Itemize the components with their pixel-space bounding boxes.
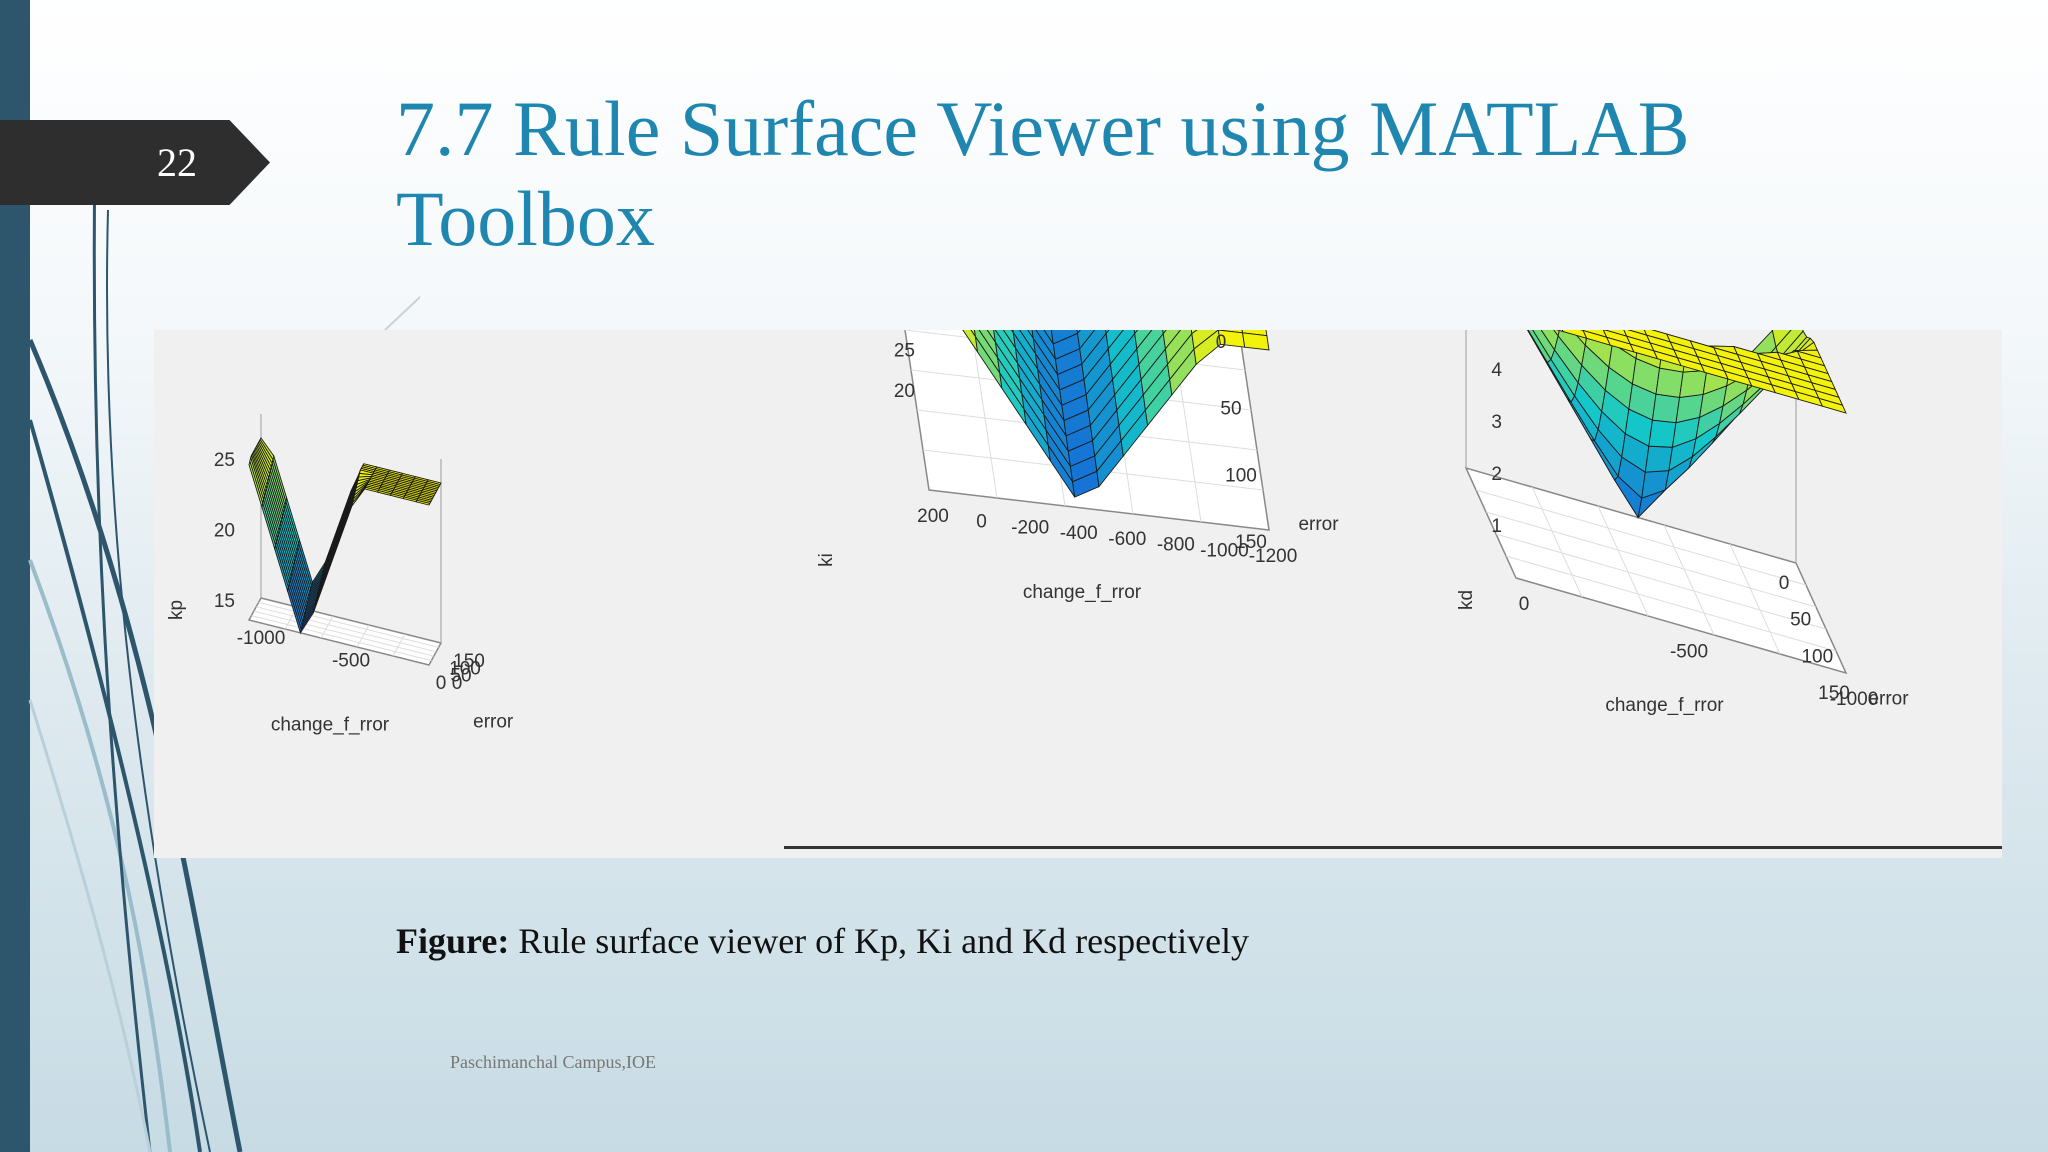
ki-b-tick-label: 150 xyxy=(1235,532,1267,553)
ki-a-tick-label: -600 xyxy=(1108,529,1146,550)
kd-b-tick-label: 100 xyxy=(1801,646,1833,667)
kd-surface-cell xyxy=(1644,445,1673,473)
ki-a-tick-label: -200 xyxy=(1011,517,1049,538)
kd-xlabel: change_f_rror xyxy=(1605,695,1724,716)
kd-surface-mesh xyxy=(1527,330,1847,519)
kd-surface-cell xyxy=(1679,370,1708,399)
kp-ylabel: error xyxy=(473,711,514,732)
ki-b-tick-label: 0 xyxy=(1216,332,1227,353)
kd-z-tick-label: 2 xyxy=(1491,464,1502,485)
ki-surface-cell xyxy=(1193,330,1221,366)
ki-a-tick-label: -1200 xyxy=(1249,546,1298,567)
ki-a-tick-label: -400 xyxy=(1060,523,1098,544)
kd-z-tick-label: 1 xyxy=(1491,516,1502,537)
decorative-curves xyxy=(27,149,420,1152)
kd-surface-plot: 543210-500-1000150100500change_f_rrorerr… xyxy=(1434,330,2002,858)
kd-surface-cell xyxy=(1648,419,1677,448)
kp-surface-mesh xyxy=(248,437,442,635)
kd-surface-cell xyxy=(1556,330,1564,333)
kp-xlabel: change_f_rror xyxy=(271,714,390,735)
caption-label: Figure: xyxy=(396,921,510,961)
ki-ylabel: error xyxy=(1298,514,1339,535)
ki-b-tick-label: 50 xyxy=(1220,399,1241,420)
kp-b-tick-label: 0 xyxy=(452,673,463,694)
kp-b-tick-label: 150 xyxy=(453,651,485,672)
ki-xlabel: change_f_rror xyxy=(1023,582,1142,603)
kp-surface-cell xyxy=(415,499,431,506)
ki-surface-cell xyxy=(1242,332,1270,351)
ki-b-tick-label: 100 xyxy=(1225,465,1257,486)
kd-surface-cell xyxy=(1818,397,1847,414)
ki-chart-svg: 3025202000-200-400-600-800-1000-12001501… xyxy=(816,330,1339,603)
ki-z-tick-label: 25 xyxy=(894,341,915,362)
kd-b-tick-label: 50 xyxy=(1790,610,1811,631)
figure-underline xyxy=(784,846,2002,849)
ki-a-tick-label: -1000 xyxy=(1200,540,1249,561)
figure-caption: Figure: Rule surface viewer of Kp, Ki an… xyxy=(396,920,1249,962)
kp-a-tick-label: 0 xyxy=(436,673,447,694)
kd-axes-box xyxy=(1464,330,1848,675)
kd-chart-svg: 543210-500-1000150100500change_f_rrorerr… xyxy=(1456,330,1909,716)
kp-z-tick-label: 15 xyxy=(214,591,235,612)
kd-z-tick-label: 4 xyxy=(1491,360,1502,381)
slide-number-tab: 22 xyxy=(0,120,270,205)
kp-b-tick-label: 50 xyxy=(450,666,471,687)
ki-z-tick-label: 20 xyxy=(894,381,915,402)
slide-number: 22 xyxy=(157,140,197,185)
kp-b-tick-label: 100 xyxy=(449,658,481,679)
ki-zlabel: ki xyxy=(816,553,837,567)
ki-a-tick-label: 200 xyxy=(917,506,949,527)
kd-a-tick-label: -500 xyxy=(1670,642,1708,663)
kp-a-tick-label: -1000 xyxy=(237,628,286,649)
kd-z-tick-label: 3 xyxy=(1491,412,1502,433)
kd-zlabel: kd xyxy=(1456,590,1477,610)
kd-ylabel: error xyxy=(1868,689,1909,710)
caption-text: Rule surface viewer of Kp, Ki and Kd res… xyxy=(509,921,1250,961)
ki-a-tick-label: 0 xyxy=(976,512,987,533)
kp-z-tick-label: 20 xyxy=(214,520,235,541)
ki-surface-plot: 3025202000-200-400-600-800-1000-12001501… xyxy=(784,330,1432,858)
kp-a-tick-label: -500 xyxy=(332,651,370,672)
kd-b-tick-label: 150 xyxy=(1818,683,1850,704)
kp-zlabel: kp xyxy=(166,600,187,620)
footer-text: Paschimanchal Campus,IOE xyxy=(450,1052,656,1072)
kd-a-tick-label: -1000 xyxy=(1830,689,1879,710)
kp-surface-plot: 25 20 15 -1000 -500 0 0 50 100 150 change_f_rror er… xyxy=(154,330,782,858)
figure-area: 25 20 15 -1000 -500 0 0 50 100 150 change_f_rror er… xyxy=(154,330,2002,858)
slide-title: 7.7 Rule Surface Viewer using MATLAB Too… xyxy=(396,85,1690,262)
kd-b-tick-label: 0 xyxy=(1779,573,1790,594)
ki-surface-mesh xyxy=(962,330,1270,498)
kd-surface-cell xyxy=(1771,330,1792,349)
kd-surface-cell xyxy=(1651,393,1681,424)
ki-a-tick-label: -800 xyxy=(1157,535,1195,556)
kd-surface-cell xyxy=(1655,367,1684,398)
kd-a-tick-label: 0 xyxy=(1519,594,1530,615)
kp-z-tick-label: 25 xyxy=(214,450,235,471)
